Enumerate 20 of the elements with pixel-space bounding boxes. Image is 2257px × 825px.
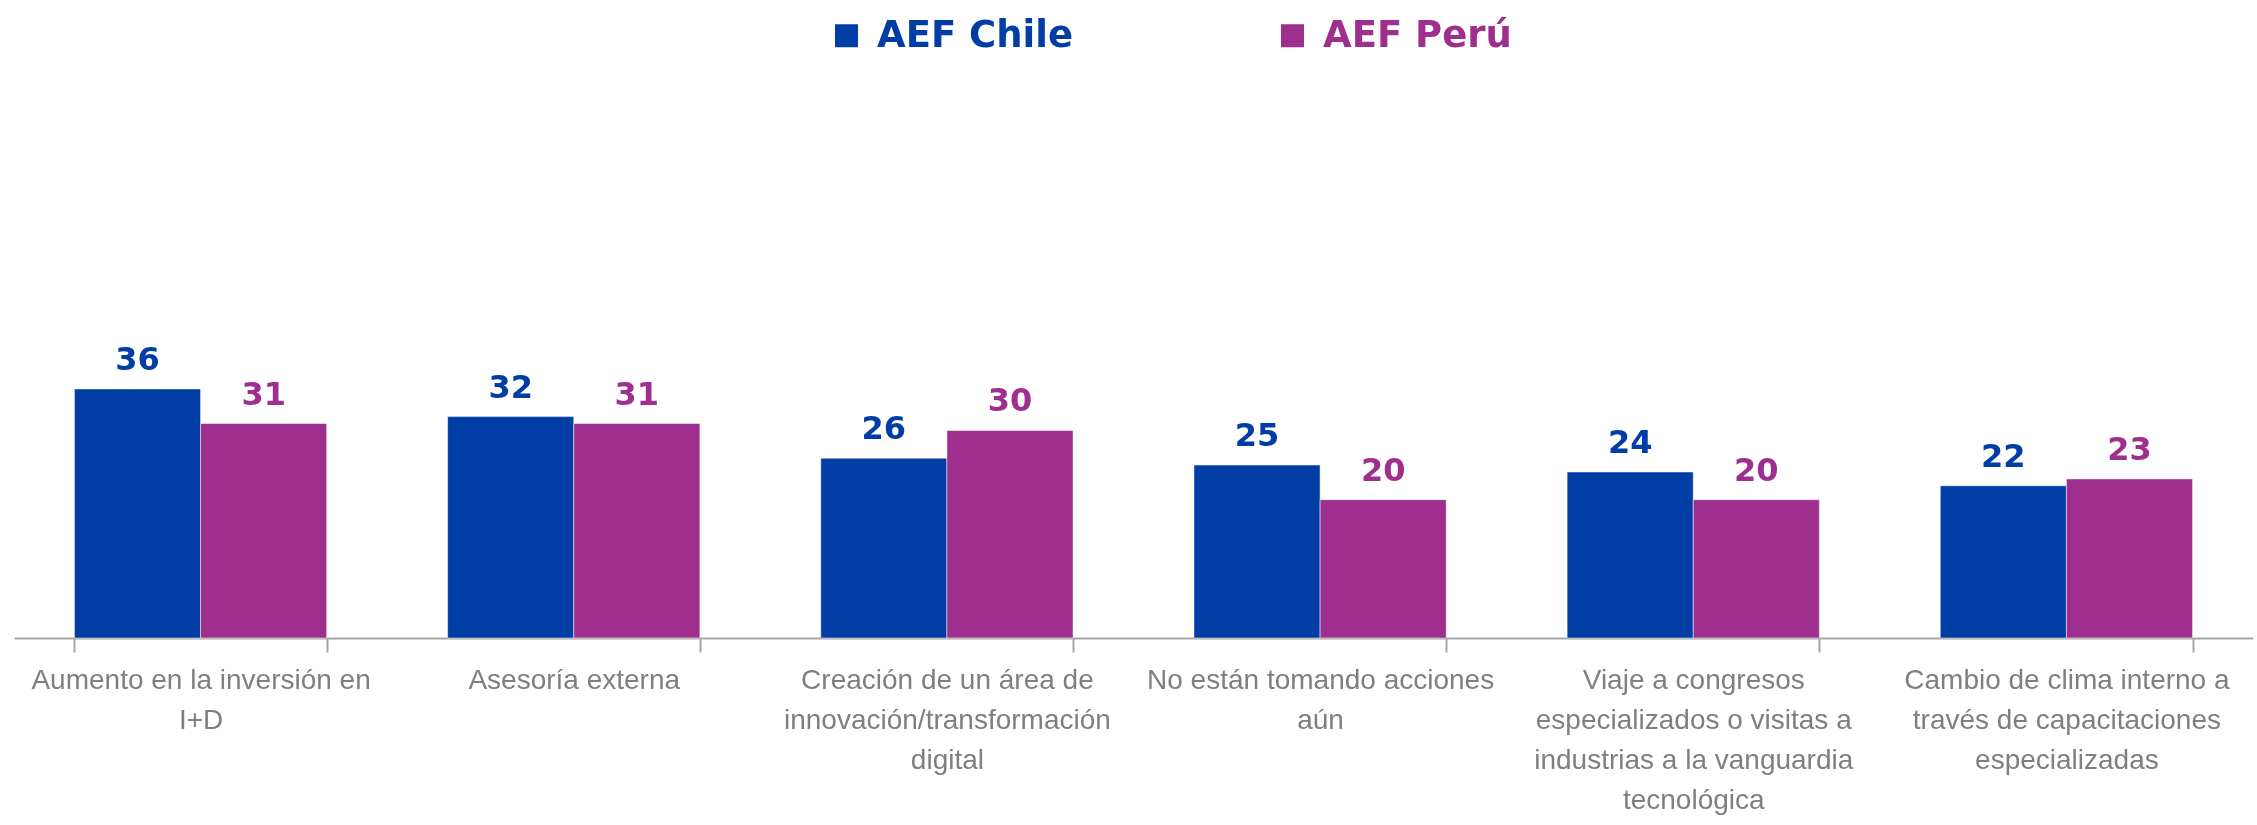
data-label: 31 xyxy=(241,374,286,413)
data-label: 25 xyxy=(1234,416,1280,455)
data-label: 20 xyxy=(1734,450,1779,489)
x-tick-label: Cambio de clima interno a través de capacitaciones especializadas xyxy=(1904,663,2230,775)
x-tick-label: Asesoría externa xyxy=(468,663,681,695)
data-label: 31 xyxy=(614,374,660,413)
data-label: 20 xyxy=(1360,450,1406,489)
x-tick-label: Aumento en la inversión en I+D xyxy=(31,663,371,735)
x-tick-label: Creación de un área de innovación/transformación digital xyxy=(783,663,1111,775)
data-label: 36 xyxy=(115,339,160,378)
data-label: 23 xyxy=(2107,429,2152,468)
data-label: 22 xyxy=(1981,436,2026,475)
data-label: 32 xyxy=(488,367,533,406)
data-label: 26 xyxy=(861,409,907,448)
x-tick-label: No están tomando acciones aún xyxy=(1147,663,1495,735)
legend-label: AEF Chile xyxy=(877,12,1074,56)
x-tick-label: Viaje a congresos especializados o visitas a industrias a la vanguardia tecnológica xyxy=(1534,663,1854,815)
legend-label: AEF Perú xyxy=(1323,12,1512,56)
data-label: 30 xyxy=(987,381,1033,420)
data-label: 24 xyxy=(1607,422,1653,461)
